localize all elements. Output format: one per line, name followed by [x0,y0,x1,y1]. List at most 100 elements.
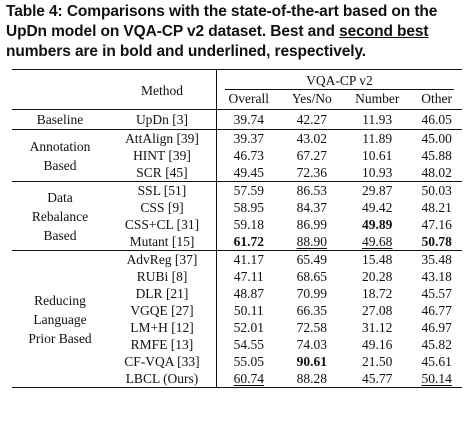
table-row: LBCL (Ours) 60.74 88.28 45.77 50.14 [12,370,462,388]
value-cell: 57.59 [233,183,264,198]
table-row: Mutant [15] 61.72 88.90 49.68 50.78 [12,233,462,251]
header-col-yesno: Yes/No [291,91,332,106]
second-best-value-cell: 60.74 [233,371,264,386]
value-cell: 41.17 [233,252,264,267]
value-cell: 74.03 [296,337,327,352]
method-cell: VGQE [27] [108,302,217,319]
group-label-text: Annotation Based [29,138,91,173]
value-cell: 39.74 [233,112,264,127]
value-cell: 27.08 [362,303,393,318]
value-cell: 45.00 [421,131,452,146]
value-cell: 46.97 [421,320,452,335]
value-cell: 47.11 [233,269,264,284]
value-cell: 39.37 [233,131,264,146]
value-cell: 52.01 [233,320,264,335]
value-cell: 45.77 [362,371,393,386]
value-cell: 35.48 [421,252,452,267]
header-col-other: Other [421,91,453,106]
method-cell: CF-VQA [33] [108,353,217,370]
value-cell: 49.16 [362,337,393,352]
second-best-value-cell: 88.90 [296,234,327,249]
best-value-cell: 50.78 [421,234,452,249]
table-row: CSS [9] 58.95 84.37 49.42 48.21 [12,199,462,216]
value-cell: 49.42 [362,200,393,215]
table-row: RMFE [13] 54.55 74.03 49.16 45.82 [12,336,462,353]
method-cell: LBCL (Ours) [108,370,217,388]
value-cell: 50.11 [233,303,264,318]
value-cell: 86.99 [296,217,327,232]
caption-text-end: numbers are in bold and underlined, resp… [6,43,367,60]
method-cell: DLR [21] [108,285,217,302]
value-cell: 68.65 [296,269,327,284]
header-method: Method [108,69,217,110]
group-label-text: Data Rebalance Based [31,189,89,243]
value-cell: 72.36 [296,165,327,180]
table-row: SCR [45] 49.45 72.36 10.93 48.02 [12,164,462,182]
value-cell: 31.12 [362,320,393,335]
table-row: VGQE [27] 50.11 66.35 27.08 46.77 [12,302,462,319]
value-cell: 42.27 [296,112,327,127]
value-cell: 10.93 [362,165,393,180]
caption-underlined-text: second best [339,23,429,40]
value-cell: 48.02 [421,165,452,180]
method-cell: SCR [45] [108,164,217,182]
value-cell: 55.05 [233,354,264,369]
method-cell: HINT [39] [108,147,217,164]
method-cell: RUBi [8] [108,268,217,285]
best-value-cell: 61.72 [233,234,264,249]
value-cell: 43.18 [421,269,452,284]
method-cell: RMFE [13] [108,336,217,353]
method-cell: Mutant [15] [108,233,217,251]
value-cell: 45.57 [421,286,452,301]
value-cell: 59.18 [233,217,264,232]
header-dataset: VQA-CP v2 [217,70,463,90]
caption-text: Table 4: Comparisons with the state-of-t… [6,3,438,40]
value-cell: 65.49 [296,252,327,267]
value-cell: 47.16 [421,217,452,232]
value-cell: 45.88 [421,148,452,163]
value-cell: 18.72 [362,286,393,301]
value-cell: 67.27 [296,148,327,163]
table-row: LM+H [12] 52.01 72.58 31.12 46.97 [12,319,462,336]
best-value-cell: 90.61 [296,354,327,369]
value-cell: 11.89 [362,131,393,146]
value-cell: 70.99 [296,286,327,301]
table-caption: Table 4: Comparisons with the state-of-t… [6,2,468,62]
value-cell: 66.35 [296,303,327,318]
value-cell: 48.87 [233,286,264,301]
value-cell: 43.02 [296,131,327,146]
value-cell: 88.28 [296,371,327,386]
value-cell: 21.50 [362,354,393,369]
table-row: Baseline UpDn [3] 39.74 42.27 11.93 46.0… [12,109,462,130]
table-row: DLR [21] 48.87 70.99 18.72 45.57 [12,285,462,302]
value-cell: 86.53 [296,183,327,198]
value-cell: 46.77 [421,303,452,318]
value-cell: 15.48 [362,252,393,267]
results-table: Method VQA-CP v2 Overall Yes/No Number O… [12,69,462,388]
table-row: CF-VQA [33] 55.05 90.61 21.50 45.61 [12,353,462,370]
table-row: Data Rebalance Based SSL [51] 57.59 86.5… [12,181,462,243]
method-cell: CSS [9] [108,199,217,216]
header-col-number: Number [355,91,400,106]
second-best-value-cell: 49.68 [362,234,393,249]
table-row: Reducing Language Prior Based AdvReg [37… [12,250,462,388]
method-cell: AdvReg [37] [108,250,217,268]
group-label-text: Reducing Language Prior Based [28,292,92,346]
group-label-language-prior: Reducing Language Prior Based [12,250,108,388]
header-group-cell [12,70,108,110]
method-cell: LM+H [12] [108,319,217,336]
group-label-baseline: Baseline [36,112,84,127]
header-dataset-label: VQA-CP v2 [225,72,454,90]
best-value-cell: 49.89 [362,217,393,232]
table-row: Annotation Based AttAlign [39] 39.37 43.… [12,129,462,173]
group-label-annotation: Annotation Based [12,130,108,182]
method-cell: UpDn [3] [108,109,217,130]
value-cell: 45.61 [421,354,452,369]
value-cell: 58.95 [233,200,264,215]
value-cell: 29.87 [362,183,393,198]
value-cell: 20.28 [362,269,393,284]
value-cell: 49.45 [233,165,264,180]
method-cell: CSS+CL [31] [108,216,217,233]
value-cell: 46.05 [421,112,452,127]
value-cell: 46.73 [233,148,264,163]
